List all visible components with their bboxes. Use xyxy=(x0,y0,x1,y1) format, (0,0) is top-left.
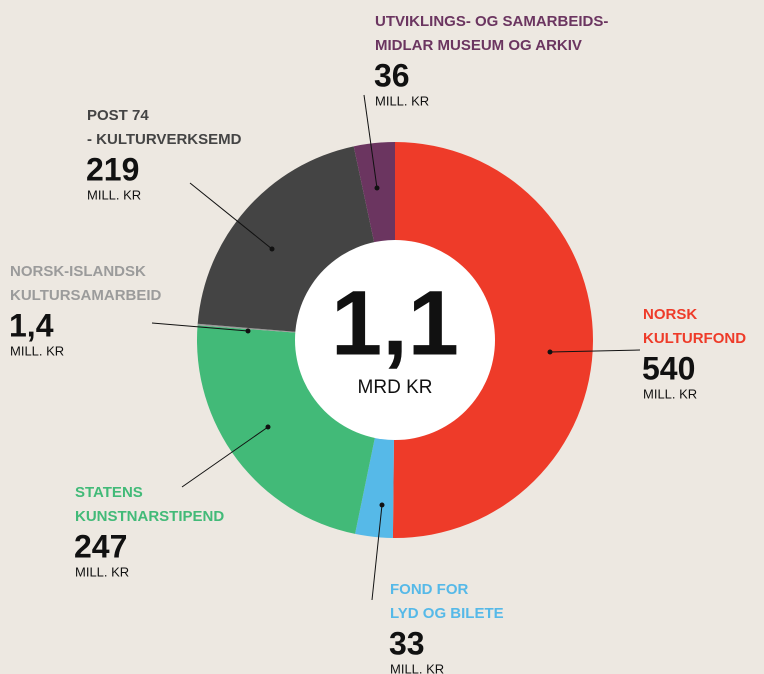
leader-line xyxy=(151,322,249,332)
unit-label: MILL. KR xyxy=(390,661,444,674)
slice-label: MIDLAR MUSEUM OG ARKIV xyxy=(375,37,582,54)
leader-dot xyxy=(374,185,380,191)
value-label: 219 xyxy=(86,151,139,187)
slice-label: NORSK xyxy=(643,306,697,323)
slice-label: KUNSTNARSTIPEND xyxy=(75,508,224,525)
slice-label: KULTURFOND xyxy=(643,330,746,347)
total-label: 1,1 xyxy=(331,272,459,374)
slice-label: POST 74 xyxy=(87,107,149,124)
leader-dot xyxy=(547,349,553,355)
unit-label: MILL. KR xyxy=(643,386,697,401)
slice-label: - KULTURVERKSEMD xyxy=(87,131,242,148)
leader-dot xyxy=(379,502,385,508)
slice-label: STATENS xyxy=(75,484,143,501)
leader-line xyxy=(371,504,383,601)
slice-label: NORSK-ISLANDSK xyxy=(10,263,146,280)
slice-label: KULTURSAMARBEID xyxy=(10,287,162,304)
value-label: 247 xyxy=(74,528,127,564)
total-unit: MRD KR xyxy=(358,377,433,398)
value-label: 1,4 xyxy=(9,307,54,343)
leader-dot xyxy=(265,424,271,430)
leader-line xyxy=(181,426,269,488)
unit-label: MILL. KR xyxy=(375,93,429,108)
center-hole xyxy=(295,240,495,440)
unit-label: MILL. KR xyxy=(75,564,129,579)
leader-dot xyxy=(245,328,251,334)
leader-dot xyxy=(269,246,275,252)
unit-label: MILL. KR xyxy=(10,343,64,358)
leader-line xyxy=(189,182,273,250)
value-label: 540 xyxy=(642,350,695,386)
unit-label: MILL. KR xyxy=(87,187,141,202)
value-label: 36 xyxy=(374,57,410,93)
slice-label: UTVIKLINGS- OG SAMARBEIDS- xyxy=(375,13,608,30)
slice-label: FOND FOR xyxy=(390,581,468,598)
leader-line xyxy=(363,94,378,189)
slice-label: LYD OG BILETE xyxy=(390,605,504,622)
leader-line xyxy=(549,349,641,353)
value-label: 33 xyxy=(389,625,425,661)
